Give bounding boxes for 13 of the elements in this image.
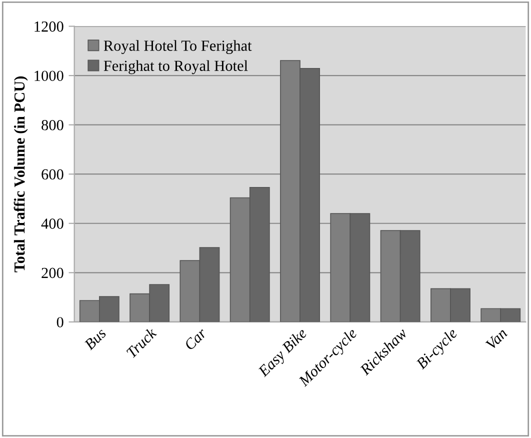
- y-axis-title: Total Traffic Volume (in PCU): [14, 76, 28, 272]
- y-tick-label: 400: [41, 218, 64, 229]
- x-tick-label: Bus: [84, 328, 107, 351]
- y-tick-label: 0: [56, 317, 64, 328]
- x-tick-label: Van: [485, 328, 508, 350]
- y-tick-label: 1200: [34, 21, 64, 32]
- y-tick-label: 200: [42, 268, 64, 278]
- y-tick-label: 800: [42, 120, 64, 130]
- x-tick-label: Car: [184, 327, 208, 351]
- y-tick-label: 600: [42, 169, 64, 180]
- y-tick-label: 1000: [34, 70, 64, 82]
- legend-label: Royal Hotel To Ferighat: [104, 40, 252, 54]
- legend-label: Ferighat to Royal Hotel: [104, 60, 248, 74]
